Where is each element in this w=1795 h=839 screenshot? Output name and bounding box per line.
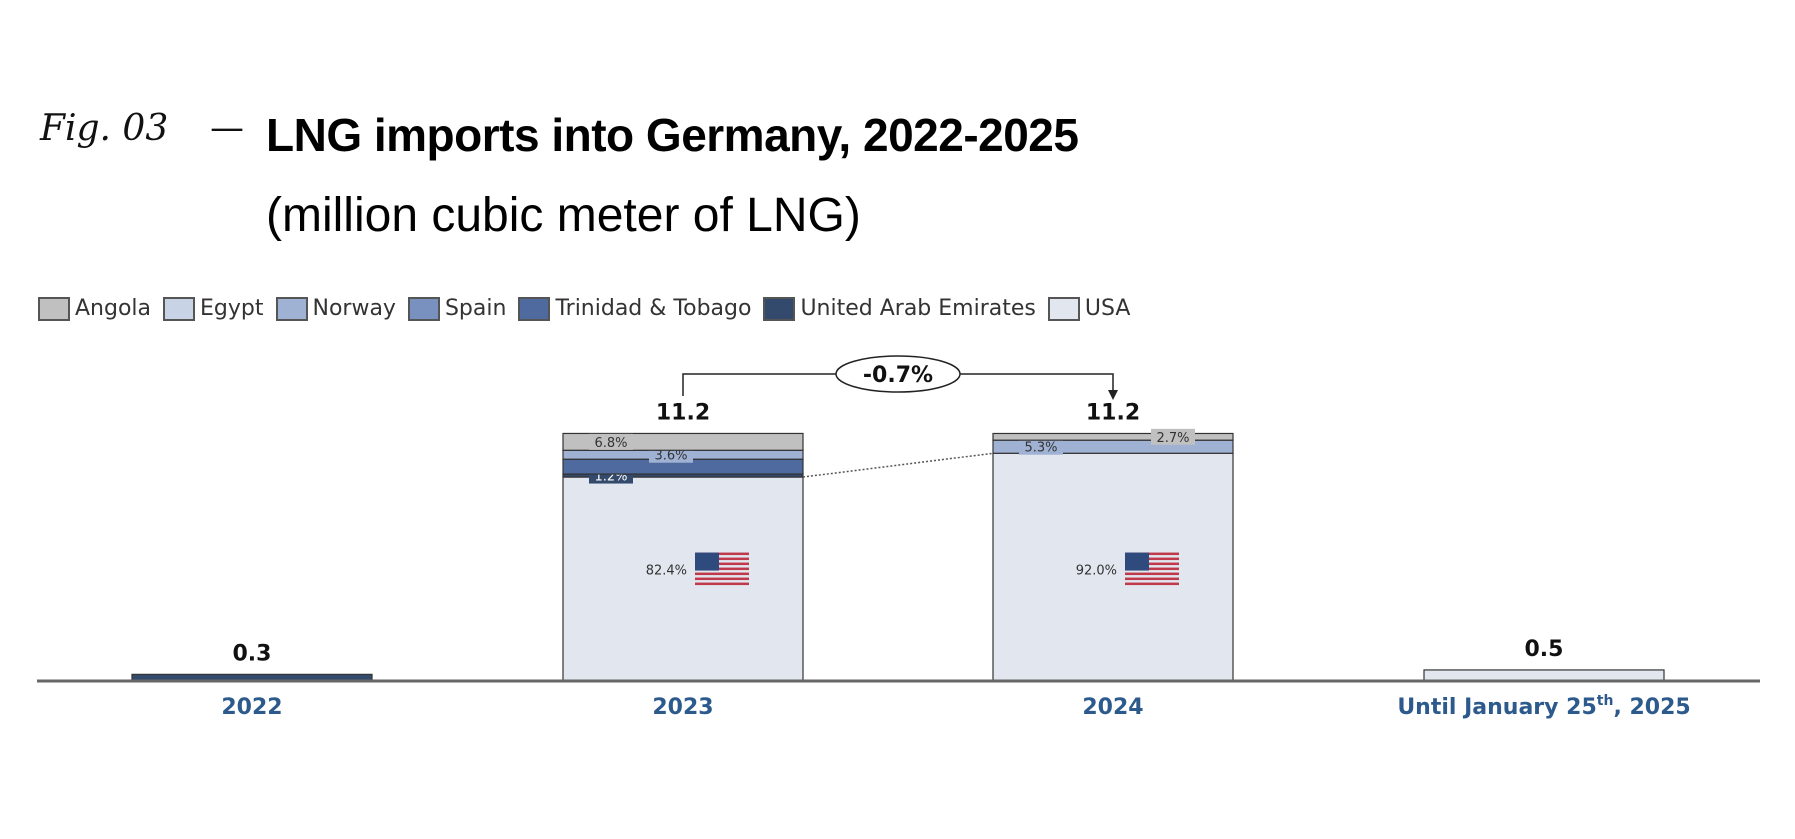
bar-segment bbox=[992, 432, 1234, 441]
category-label: Until January 25th, 2025 bbox=[1397, 693, 1690, 720]
category-label: 2024 bbox=[1082, 695, 1143, 720]
segment-label-bg bbox=[589, 433, 633, 450]
legend-item: Norway bbox=[275, 296, 396, 321]
flag-stripe bbox=[695, 582, 749, 586]
usa-share-label: 82.4% bbox=[646, 564, 687, 579]
change-label: -0.7% bbox=[863, 363, 933, 388]
flag-canton bbox=[695, 552, 719, 571]
segment-label: 3.6% bbox=[654, 449, 687, 464]
legend-item: Spain bbox=[407, 296, 507, 321]
flag-stripe bbox=[695, 572, 749, 576]
legend-item: Egypt bbox=[163, 296, 264, 321]
segment-label-bg bbox=[1151, 428, 1195, 445]
total-label: 11.2 bbox=[656, 400, 710, 425]
change-badge bbox=[835, 355, 961, 393]
legend: Angola Egypt Norway Spain Trinidad & Tobago U… bbox=[38, 296, 1130, 321]
bar-segment bbox=[1423, 669, 1665, 682]
legend-swatch bbox=[38, 296, 70, 321]
legend-label: Angola bbox=[75, 296, 152, 321]
legend-item: Trinidad & Tobago bbox=[518, 296, 751, 321]
flag-stripe bbox=[1125, 562, 1179, 566]
flag-stripe bbox=[1125, 582, 1179, 586]
flag-stripe bbox=[1125, 552, 1179, 556]
total-label: 0.5 bbox=[1525, 637, 1564, 662]
legend-item: United Arab Emirates bbox=[763, 296, 1036, 321]
legend-label: Norway bbox=[312, 296, 396, 321]
category-label: 2022 bbox=[221, 695, 282, 720]
legend-label: United Arab Emirates bbox=[800, 296, 1036, 321]
usa-connector-line bbox=[802, 452, 994, 478]
flag-stripe bbox=[695, 552, 749, 556]
figure-number: Fig. 03 bbox=[40, 108, 169, 149]
chart-title: LNG imports into Germany, 2022-2025 bbox=[266, 109, 1079, 161]
legend-label: Spain bbox=[444, 296, 507, 321]
legend-swatch bbox=[163, 296, 196, 321]
legend-swatch bbox=[518, 296, 551, 321]
flag-canton bbox=[1125, 552, 1149, 571]
segment-label: 6.8% bbox=[594, 436, 627, 451]
flag-stripe bbox=[695, 567, 749, 571]
segment-label: 2.7% bbox=[1156, 431, 1189, 446]
flag-stripe bbox=[1125, 557, 1179, 561]
flag-stripe bbox=[695, 577, 749, 581]
usa-flag-icon bbox=[695, 552, 749, 586]
flag-stripe bbox=[1125, 572, 1179, 576]
legend-label: Egypt bbox=[200, 296, 264, 321]
title-dash: — bbox=[210, 108, 244, 148]
segment-label-bg bbox=[1019, 438, 1063, 455]
bar-segment bbox=[992, 452, 1234, 682]
legend-item: USA bbox=[1047, 296, 1131, 321]
category-label: 2023 bbox=[652, 695, 713, 720]
legend-item: Angola bbox=[38, 296, 151, 321]
total-label: 11.2 bbox=[1086, 400, 1140, 425]
usa-flag-icon bbox=[1125, 552, 1179, 586]
bar-until-january-25th-2025 bbox=[1423, 669, 1665, 682]
flag-stripe bbox=[695, 562, 749, 566]
legend-swatch bbox=[407, 296, 440, 321]
flag-stripe bbox=[1125, 567, 1179, 571]
legend-swatch bbox=[763, 296, 796, 321]
chart-subtitle: (million cubic meter of LNG) bbox=[266, 189, 861, 242]
legend-swatch bbox=[275, 296, 308, 321]
bar-segment bbox=[562, 476, 804, 682]
flag-stripe bbox=[695, 557, 749, 561]
legend-swatch bbox=[1047, 296, 1080, 321]
usa-share-label: 92.0% bbox=[1076, 564, 1117, 579]
arrow-down-icon bbox=[1108, 390, 1118, 400]
legend-label: USA bbox=[1084, 296, 1131, 321]
total-label: 0.3 bbox=[233, 641, 272, 666]
bar-2024: 92.0% 5.3% 2.7% bbox=[992, 428, 1234, 682]
flag-stripe bbox=[1125, 577, 1179, 581]
segment-label: 5.3% bbox=[1024, 441, 1057, 456]
legend-label: Trinidad & Tobago bbox=[555, 296, 752, 321]
bar-2023: 82.4%1.2%3.6%6.8% bbox=[562, 432, 804, 682]
